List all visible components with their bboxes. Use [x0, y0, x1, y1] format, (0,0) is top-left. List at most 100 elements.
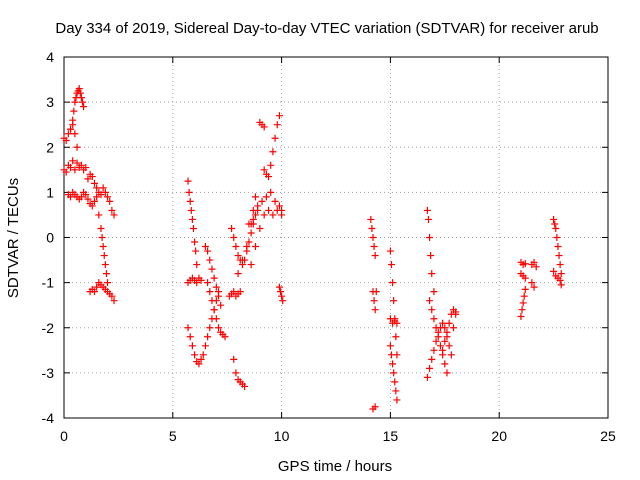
data-point [439, 319, 447, 327]
data-point [93, 193, 101, 201]
data-point [553, 234, 561, 241]
x-axis-label: GPS time / hours [278, 458, 392, 475]
data-point [371, 306, 379, 314]
data-point [77, 193, 85, 201]
data-point [450, 324, 458, 332]
data-point [186, 197, 194, 205]
data-point [230, 288, 238, 296]
data-point [88, 173, 96, 181]
data-point [269, 148, 277, 156]
data-point [389, 279, 397, 287]
data-point [247, 261, 255, 269]
series-arc-17 [228, 202, 262, 269]
series-arc-25 [369, 288, 380, 314]
y-tick-label: 2 [46, 139, 54, 155]
data-point [212, 283, 220, 291]
data-point [204, 333, 212, 341]
series-arc-11 [201, 243, 225, 309]
y-tick-label: 0 [46, 230, 54, 246]
series-arc-09 [184, 274, 205, 287]
data-point [77, 94, 85, 102]
data-point [71, 98, 79, 106]
data-point [95, 211, 103, 219]
data-point [277, 288, 285, 296]
data-point [70, 107, 78, 115]
chart-title: Day 334 of 2019, Sidereal Day-to-day VTE… [55, 20, 598, 37]
data-point [393, 319, 401, 327]
data-point [368, 224, 376, 232]
data-point [519, 299, 527, 307]
data-point [271, 197, 279, 205]
data-point [443, 328, 451, 336]
data-point [254, 206, 262, 214]
data-point [184, 177, 192, 185]
data-point [214, 288, 222, 296]
x-tick-label: 20 [491, 428, 507, 444]
data-point [82, 191, 90, 199]
data-point [76, 89, 84, 97]
x-axis-ticks: 0 5 10 15 20 25 [60, 57, 616, 444]
data-point [69, 157, 77, 165]
data-point [273, 121, 281, 129]
data-point [279, 297, 287, 305]
data-point [110, 211, 118, 219]
series-arc-12 [199, 288, 222, 359]
x-tick-label: 25 [600, 428, 616, 444]
data-point [439, 346, 447, 354]
data-point [532, 263, 540, 271]
data-point [434, 333, 442, 341]
data-point [521, 285, 529, 293]
data-point [441, 360, 449, 368]
y-axis-ticks: -4 -3 -2 -1 0 1 2 3 4 [42, 49, 608, 426]
data-point [188, 342, 196, 350]
data-point [84, 195, 92, 203]
data-point [104, 279, 112, 287]
series-arc-23 [275, 283, 287, 305]
data-point [428, 355, 436, 363]
data-point [555, 252, 563, 260]
data-point [251, 211, 259, 219]
data-point [256, 224, 264, 232]
data-point [232, 369, 240, 377]
data-point [97, 191, 105, 199]
data-point [432, 337, 440, 345]
data-point [93, 283, 101, 291]
series-arc-22 [260, 112, 283, 181]
series-arc-34 [517, 258, 529, 269]
data-point [423, 373, 431, 381]
data-point [99, 184, 107, 192]
data-point [436, 342, 444, 350]
data-point [452, 308, 460, 316]
data-point [371, 252, 379, 260]
data-point [221, 333, 229, 341]
data-point [427, 252, 435, 260]
data-point [521, 274, 529, 282]
data-point [392, 333, 400, 341]
data-point [269, 211, 277, 219]
series-arc-37 [517, 270, 538, 291]
data-point [195, 360, 203, 368]
y-tick-label: 4 [46, 49, 54, 65]
data-point [101, 188, 109, 196]
series-arc-02 [60, 157, 90, 176]
data-point [108, 206, 116, 214]
data-point [391, 378, 399, 386]
data-point [265, 206, 273, 214]
data-point [108, 292, 116, 300]
data-point [84, 175, 92, 183]
data-point [518, 306, 526, 314]
data-point [193, 261, 201, 269]
data-point [206, 324, 214, 332]
series-arc-14 [217, 328, 229, 341]
data-point [201, 243, 209, 251]
data-point [386, 315, 394, 323]
data-point [387, 261, 395, 269]
data-point [426, 364, 434, 372]
data-point [530, 283, 538, 291]
data-point [369, 234, 377, 241]
data-point [210, 274, 218, 282]
series-arc-39 [550, 267, 565, 289]
data-point [392, 387, 400, 395]
data-point [75, 85, 83, 93]
data-point [372, 288, 380, 296]
